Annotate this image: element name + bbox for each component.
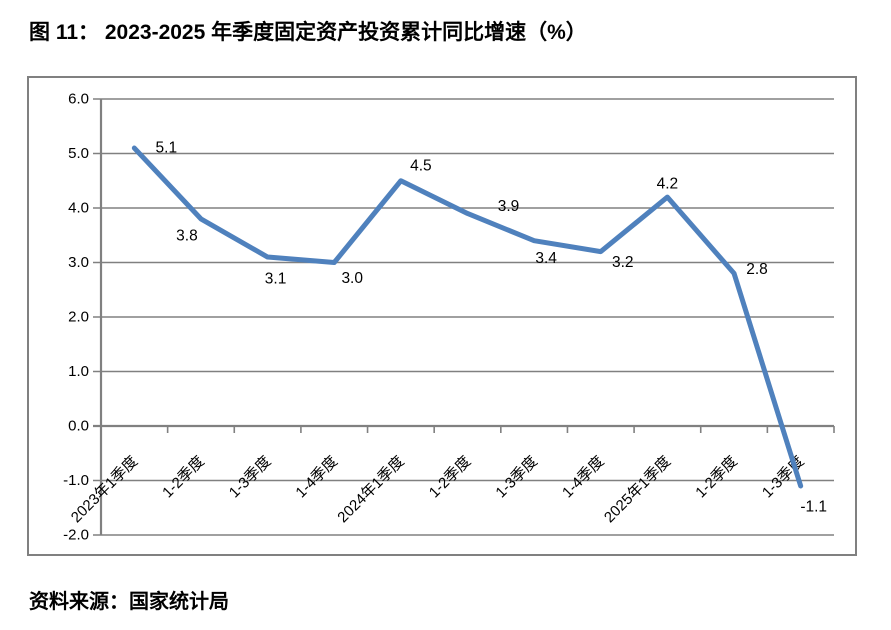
data-label: 3.2: [612, 254, 634, 271]
figure-title: 图 11： 2023-2025 年季度固定资产投资累计同比增速（%）: [29, 21, 587, 44]
x-tick-label: 2025年1季度: [601, 453, 674, 526]
y-tick-label: 5.0: [68, 145, 89, 162]
x-tick-label: 1-2季度: [159, 453, 208, 502]
y-tick-label: 4.0: [68, 200, 89, 217]
data-label: -1.1: [800, 498, 827, 515]
chart-frame: 6.0 5.0 4.0 3.0 2.0 1.0 0.0 -1.0 -2.0 2023年1季度 1-2…: [27, 76, 857, 556]
x-tick-label: 2024年1季度: [334, 453, 407, 526]
x-tick-label: 1-4季度: [559, 453, 608, 502]
data-label: 3.1: [265, 271, 287, 288]
data-label: 3.0: [341, 270, 363, 287]
y-tick-label: 0.0: [68, 418, 89, 435]
y-tick-label: -1.0: [63, 472, 89, 489]
x-tick-label: 1-4季度: [292, 453, 341, 502]
data-label: 4.2: [657, 176, 679, 193]
y-tick-label: 3.0: [68, 254, 89, 271]
data-label: 4.5: [410, 157, 432, 174]
x-tick-label: 1-3季度: [226, 453, 275, 502]
data-label: 5.1: [156, 140, 178, 157]
source-note: 资料来源：国家统计局: [29, 591, 229, 613]
data-label: 2.8: [746, 261, 768, 278]
x-tick-label: 1-2季度: [426, 453, 475, 502]
x-tick-label: 2023年1季度: [68, 453, 141, 526]
data-label: 3.9: [498, 198, 520, 215]
x-tick-label: 1-2季度: [692, 453, 741, 502]
data-label: 3.4: [535, 250, 557, 267]
y-tick-label: 1.0: [68, 363, 89, 380]
y-tick-label: 6.0: [68, 91, 89, 108]
y-tick-label: 2.0: [68, 309, 89, 326]
series-line: [131, 145, 804, 489]
y-tick-label: -2.0: [63, 527, 89, 544]
x-tick-label: 1-3季度: [492, 453, 541, 502]
data-label: 3.8: [176, 227, 198, 244]
